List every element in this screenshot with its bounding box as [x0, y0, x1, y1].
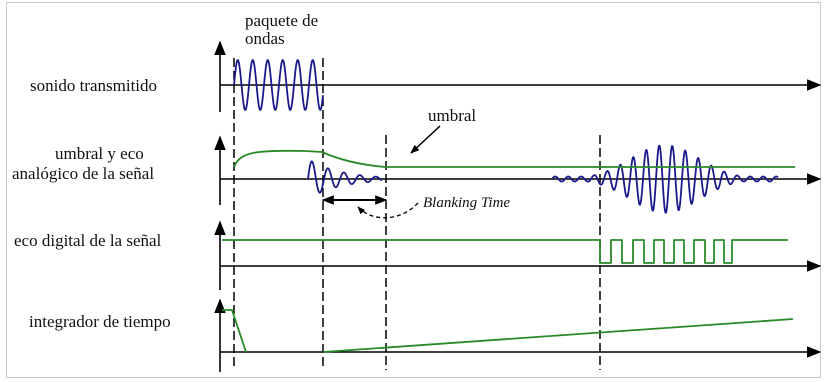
transmitted-wave-packet — [233, 59, 324, 111]
label-sonido-transmitido: sonido transmitido — [30, 76, 157, 95]
integrator-reset — [222, 309, 247, 353]
annotation-blanking-time: Blanking Time — [423, 195, 510, 211]
label-analogico-senal: analógico de la señal — [12, 164, 154, 183]
integrator-ramp — [322, 318, 794, 353]
annotation-paquete: paquete de — [245, 11, 318, 30]
diagram-frame — [6, 2, 821, 378]
annotation-ondas: ondas — [245, 29, 285, 48]
threshold-curve — [233, 149, 795, 168]
label-eco-digital: eco digital de la señal — [14, 231, 162, 250]
label-integrador-tiempo: integrador de tiempo — [29, 312, 171, 331]
digital-echo-signal — [222, 239, 788, 264]
echo-wave — [551, 144, 779, 214]
ringing-decay-wave — [307, 160, 383, 194]
threshold-pointer-arrow — [410, 125, 441, 154]
axes — [214, 40, 822, 372]
blanking-pointer-arrow — [357, 202, 419, 219]
annotation-umbral: umbral — [428, 106, 476, 125]
label-umbral-y-eco: umbral y eco — [55, 144, 144, 163]
